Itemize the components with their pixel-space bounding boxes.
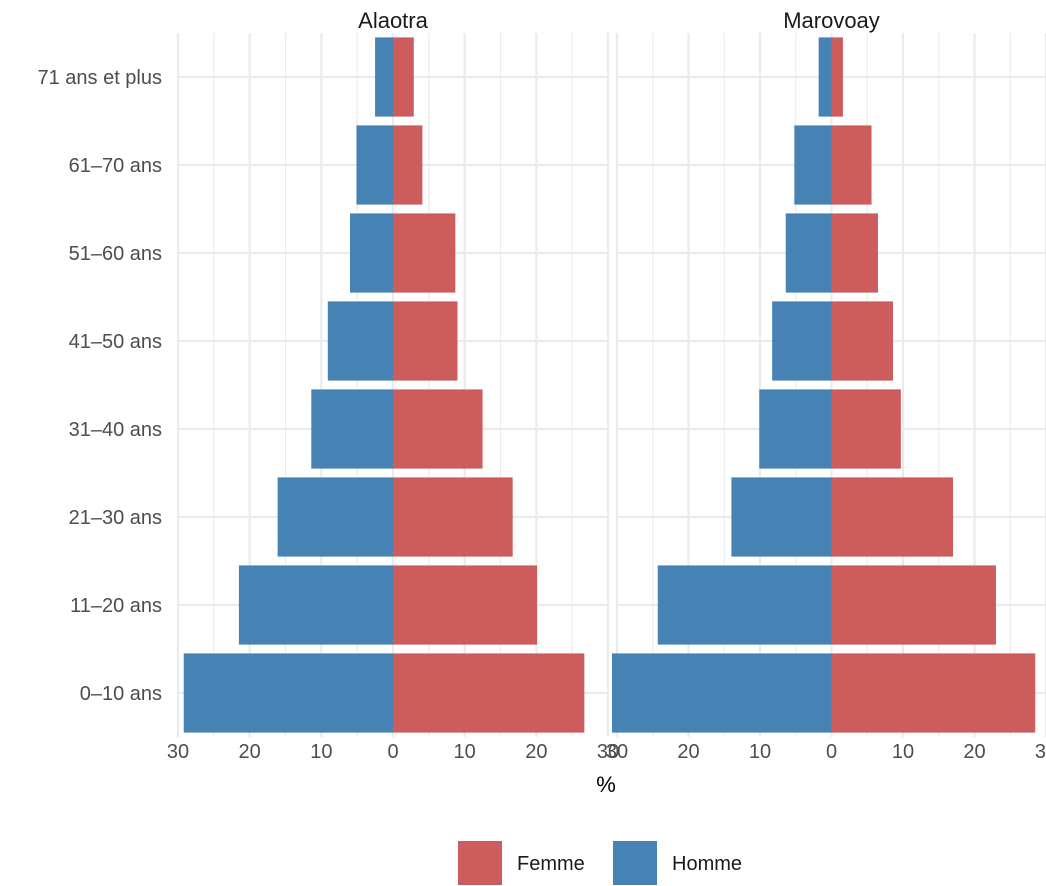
y-tick-label: 51–60 ans	[69, 243, 162, 265]
bar-homme-6	[785, 213, 832, 293]
x-tick-label: 30	[597, 741, 619, 763]
bar-femme-7	[393, 125, 423, 205]
legend-key-femme	[458, 841, 502, 885]
bar-femme-5	[393, 301, 458, 381]
bar-homme-2	[238, 565, 393, 645]
bar-femme-2	[831, 565, 996, 645]
legend-label-femme: Femme	[517, 853, 585, 875]
panel-marovoay: Marovoay 30 20 10 0 10 20 30	[606, 8, 1046, 763]
x-tick-label: 30	[606, 741, 628, 763]
x-tick-label: 20	[963, 741, 985, 763]
bar-homme-5	[327, 301, 393, 381]
legend-key-homme	[613, 841, 657, 885]
panels: Alaotra 30 20 10 0 10 20 30 Marovoay 30 20 10 0 10 20 3…	[167, 8, 1046, 763]
x-tick-label: 30	[167, 741, 189, 763]
panel-title: Alaotra	[358, 8, 428, 33]
y-tick-label: 31–40 ans	[69, 419, 162, 441]
y-tick-label: 41–50 ans	[69, 331, 162, 353]
bar-homme-4	[311, 389, 393, 469]
bar-femme-6	[831, 213, 878, 293]
x-tick-label: 10	[310, 741, 332, 763]
x-tick-label: 20	[525, 741, 547, 763]
bar-femme-1	[831, 653, 1036, 733]
x-tick-label: 20	[677, 741, 699, 763]
bar-femme-2	[393, 565, 538, 645]
bar-homme-3	[277, 477, 393, 557]
bar-femme-8	[831, 37, 843, 117]
x-tick-label: 10	[749, 741, 771, 763]
y-tick-label: 0–10 ans	[80, 683, 162, 705]
bar-homme-7	[356, 125, 393, 205]
panel-alaotra: Alaotra 30 20 10 0 10 20 30	[167, 8, 619, 763]
y-tick-label: 61–70 ans	[69, 155, 162, 177]
x-axis-title: %	[596, 772, 616, 797]
bar-femme-3	[831, 477, 954, 557]
x-tick-label: 0	[387, 741, 398, 763]
legend: Femme Homme	[458, 841, 742, 885]
bar-homme-1	[611, 653, 832, 733]
bar-femme-1	[393, 653, 585, 733]
x-tick-label: 20	[239, 741, 261, 763]
panel-title: Marovoay	[783, 8, 880, 33]
bar-femme-3	[393, 477, 513, 557]
bar-femme-7	[831, 125, 872, 205]
bar-homme-5	[772, 301, 832, 381]
bar-femme-4	[393, 389, 483, 469]
y-tick-label: 21–30 ans	[69, 507, 162, 529]
bar-homme-2	[657, 565, 832, 645]
bar-homme-3	[731, 477, 832, 557]
legend-label-homme: Homme	[672, 853, 742, 875]
bar-femme-8	[393, 37, 414, 117]
bar-femme-6	[393, 213, 456, 293]
y-tick-label: 71 ans et plus	[37, 67, 162, 89]
bar-homme-4	[759, 389, 832, 469]
bar-homme-6	[350, 213, 393, 293]
bar-homme-8	[818, 37, 832, 117]
bar-femme-4	[831, 389, 901, 469]
y-tick-label: 11–20 ans	[70, 595, 162, 617]
x-tick-label: 10	[454, 741, 476, 763]
bar-homme-1	[183, 653, 393, 733]
x-tick-label: 0	[826, 741, 837, 763]
x-tick-label: 30	[1035, 741, 1046, 763]
y-axis: 0–10 ans 11–20 ans 21–30 ans 31–40 ans 41–50…	[37, 67, 162, 705]
bar-homme-7	[794, 125, 832, 205]
x-tick-label: 10	[892, 741, 914, 763]
bar-femme-5	[831, 301, 893, 381]
bar-homme-8	[375, 37, 393, 117]
